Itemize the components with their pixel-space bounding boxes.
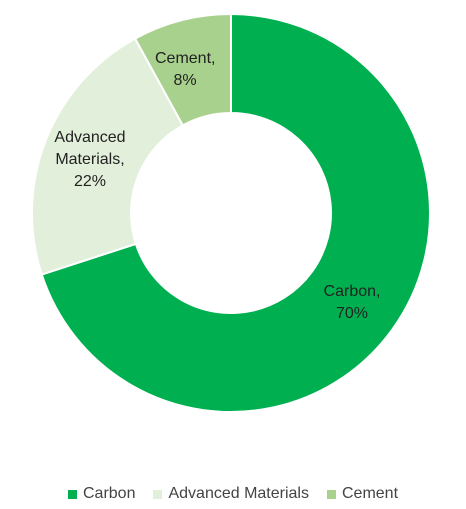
legend-item: Cement <box>326 485 399 503</box>
legend-item: Advanced Materials <box>153 485 309 503</box>
legend-item: Carbon <box>67 485 136 503</box>
donut-slice <box>40 12 431 413</box>
legend-label: Advanced Materials <box>168 485 309 502</box>
legend: Carbon Advanced Materials Cement <box>0 485 466 503</box>
data-label: Advanced Materials, 22% <box>54 129 126 190</box>
data-label: Carbon, 70% <box>323 283 381 322</box>
legend-swatch <box>67 489 77 499</box>
data-label: Cement, 8% <box>155 50 216 89</box>
donut-slice <box>133 12 232 127</box>
donut-slice <box>31 37 185 276</box>
legend-swatch <box>326 489 336 499</box>
legend-label: Carbon <box>82 485 136 502</box>
legend-swatch <box>153 489 163 499</box>
legend-label: Cement <box>341 485 399 502</box>
